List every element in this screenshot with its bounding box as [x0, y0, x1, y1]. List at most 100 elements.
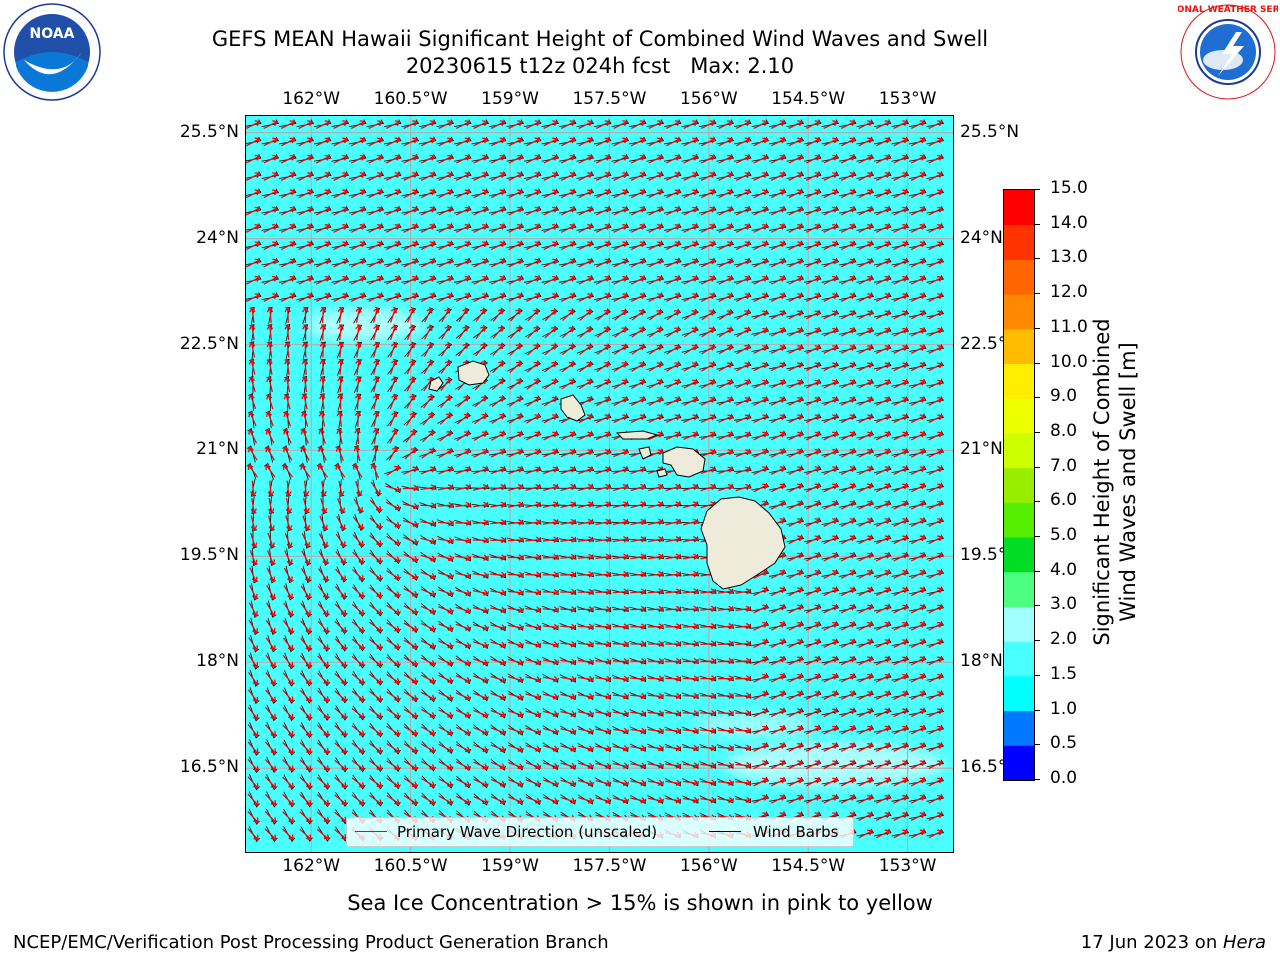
wave-arrow	[611, 119, 630, 130]
wave-arrow	[629, 119, 647, 130]
wave-arrow	[839, 188, 857, 199]
wave-arrow	[716, 171, 735, 181]
wave-arrow	[506, 119, 525, 130]
colorbar-tick-mark	[1034, 223, 1040, 225]
wave-arrow	[384, 188, 402, 199]
wave-arrow	[244, 119, 262, 130]
wave-arrow	[524, 171, 542, 181]
wave-arrow	[349, 153, 367, 164]
wave-arrow	[524, 205, 542, 216]
wave-arrow	[261, 119, 280, 130]
wave-arrow	[384, 153, 402, 164]
wave-arrow	[891, 119, 910, 130]
wave-arrow	[681, 153, 700, 164]
chart-subtitle: 20230615 t12z 024h fcst Max: 2.10	[405, 54, 795, 78]
colorbar-tick-label: 13.0	[1050, 247, 1088, 268]
colorbar-tick-mark	[1034, 744, 1040, 746]
wave-arrow	[244, 136, 262, 147]
wave-arrow	[576, 171, 595, 181]
wave-arrow	[541, 171, 560, 181]
colorbar-tick-mark	[1034, 258, 1040, 260]
wave-arrow	[891, 188, 910, 199]
wave-arrow	[331, 153, 350, 164]
wave-arrow	[786, 171, 805, 181]
lat-label-right: 18°N	[960, 651, 1003, 672]
colorbar-swatch	[1004, 745, 1034, 781]
wave-arrow	[349, 205, 367, 216]
wave-arrow	[611, 136, 630, 147]
wave-arrow	[401, 136, 420, 147]
wave-arrow	[436, 205, 455, 216]
wave-arrow	[751, 153, 770, 164]
lat-label-right: 25.5°N	[960, 121, 1020, 142]
lat-label-left: 19.5°N	[179, 545, 239, 566]
colorbar-swatch	[1004, 328, 1034, 365]
wave-arrow	[856, 153, 875, 164]
sea-ice-note: Sea Ice Concentration > 15% is shown in …	[347, 891, 933, 915]
footer-date: 17 Jun 2023 on Hera	[1080, 932, 1266, 953]
wave-arrow	[454, 171, 472, 181]
wave-arrow	[419, 171, 437, 181]
colorbar-tick-mark	[1034, 709, 1040, 711]
wave-arrow	[541, 119, 560, 130]
lat-label-left: 22.5°N	[179, 333, 239, 354]
colorbar-tick-mark	[1034, 501, 1040, 503]
wave-arrow	[629, 188, 647, 199]
wave-arrow	[541, 153, 560, 164]
wave-arrow	[471, 188, 490, 199]
colorbar-tick-label: 0.0	[1050, 768, 1078, 788]
wave-arrow	[664, 119, 682, 130]
wave-arrow	[594, 205, 612, 216]
wave-arrow	[366, 205, 385, 216]
wave-arrow	[506, 205, 525, 216]
footer-credit: NCEP/EMC/Verification Post Processing Pr…	[13, 932, 609, 953]
wave-arrow	[489, 136, 507, 147]
colorbar-swatch	[1004, 606, 1034, 642]
wave-arrow	[576, 188, 595, 199]
wave-arrow	[804, 171, 822, 181]
colorbar-tick-label: 8.0	[1050, 420, 1078, 441]
wave-arrow	[314, 136, 332, 147]
wave-arrow	[524, 153, 542, 164]
wave-arrow	[874, 188, 892, 199]
wave-arrow	[576, 136, 595, 147]
wave-arrow	[839, 171, 857, 181]
colorbar-swatch	[1004, 190, 1034, 226]
wave-arrow	[804, 188, 822, 199]
colorbar-tick-mark	[1034, 397, 1040, 399]
wave-arrow	[629, 153, 647, 164]
colorbar-tick-mark	[1034, 362, 1040, 364]
colorbar-swatch	[1004, 537, 1034, 573]
wave-arrow	[506, 188, 525, 199]
wave-arrow	[646, 136, 665, 147]
wave-arrow	[524, 136, 542, 147]
wave-arrow	[454, 153, 472, 164]
lon-label-top: 154.5°W	[771, 89, 846, 109]
wave-arrow	[454, 136, 472, 147]
wave-arrow	[349, 136, 367, 147]
wave-arrow	[769, 171, 787, 181]
colorbar-swatch	[1004, 571, 1034, 607]
wave-arrow	[681, 119, 700, 130]
wave-arrow	[489, 205, 507, 216]
wave-arrow	[611, 188, 630, 199]
wave-arrow	[366, 119, 385, 130]
lon-label-bottom: 154.5°W	[771, 856, 846, 876]
wave-arrow	[331, 136, 350, 147]
colorbar-tick-label: 9.0	[1050, 386, 1078, 407]
wave-arrow	[366, 136, 385, 147]
colorbar-swatch	[1004, 467, 1034, 503]
wave-arrow	[419, 153, 437, 164]
lat-label-left: 24°N	[196, 227, 239, 248]
wave-arrow	[751, 171, 770, 181]
wave-arrow	[926, 136, 945, 147]
wave-arrow	[559, 205, 577, 216]
wave-arrow	[454, 188, 472, 199]
wave-arrow	[909, 136, 927, 147]
wave-arrow	[734, 171, 752, 181]
wave-arrow	[279, 171, 297, 181]
wave-arrow	[716, 188, 735, 199]
wave-arrow	[699, 119, 717, 130]
wave-arrow	[716, 136, 735, 147]
wave-arrow	[839, 153, 857, 164]
